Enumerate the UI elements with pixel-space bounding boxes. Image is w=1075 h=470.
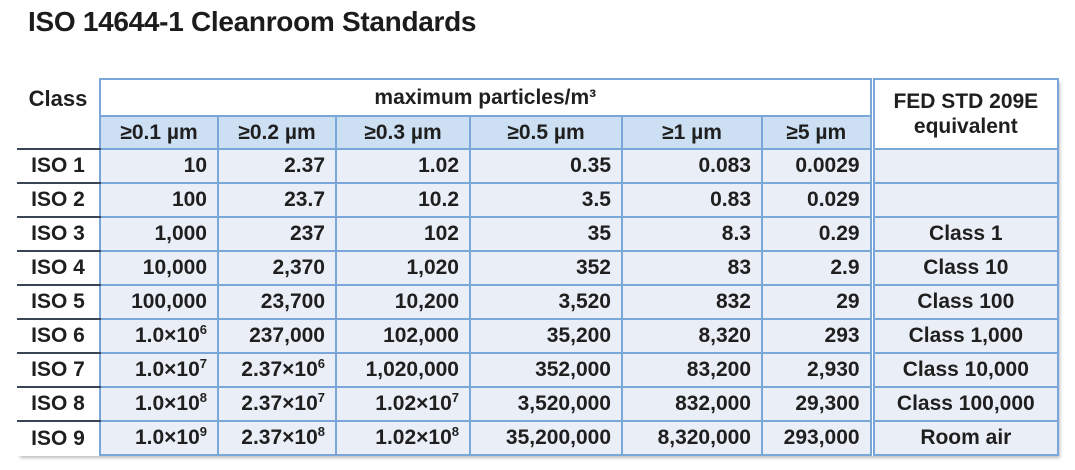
fed-equivalent-cell: Class 100 — [869, 284, 1060, 320]
table-row: ISO 7 1.0×107 2.37×106 1,020,000 352,000 83,2… — [17, 352, 1060, 388]
particle-count-cell: 23.7 — [217, 182, 337, 218]
particle-count-cell: 1.02×107 — [335, 386, 471, 422]
particle-count-cell: 1,020,000 — [335, 352, 471, 388]
particle-count-cell: 1.02 — [335, 148, 471, 184]
particle-count-cell: 832,000 — [621, 386, 763, 422]
size-header-1um: ≥1 µm — [621, 115, 763, 150]
iso-class-label: ISO 7 — [17, 353, 100, 388]
header-row-sizes: ≥0.1 µm ≥0.2 µm ≥0.3 µm ≥0.5 µm ≥1 µm ≥5… — [17, 115, 1058, 150]
particle-count-cell: 0.83 — [621, 182, 763, 218]
table-row: ISO 3 1,000 237 102 35 8.3 0.29 Class 1 — [17, 216, 1060, 252]
particle-count-cell: 35,200,000 — [469, 420, 623, 456]
particle-count-cell: 1.0×106 — [99, 318, 219, 354]
particle-count-cell: 10,200 — [335, 284, 471, 320]
particle-count-cell: 2.37×108 — [217, 420, 337, 456]
table-row: ISO 4 10,000 2,370 1,020 352 83 2.9 Class 10 — [17, 250, 1060, 286]
particle-count-cell: 3.5 — [469, 182, 623, 218]
table-row: ISO 9 1.0×109 2.37×108 1.02×108 35,200,000 8,… — [17, 420, 1060, 456]
particle-count-cell: 102 — [335, 216, 471, 252]
particle-count-cell: 102,000 — [335, 318, 471, 354]
particle-count-cell: 2,370 — [217, 250, 337, 286]
fed-equivalent-cell: Class 10 — [869, 250, 1060, 286]
cleanroom-standards-table: Class maximum particles/m³ FED STD 209E … — [17, 78, 1060, 456]
particle-count-cell: 35 — [469, 216, 623, 252]
fed-equivalent-cell: Class 10,000 — [869, 352, 1060, 388]
particle-count-cell: 0.0029 — [760, 148, 874, 184]
page-title: ISO 14644-1 Cleanroom Standards — [28, 6, 477, 37]
particle-count-cell: 2.9 — [760, 250, 874, 286]
table-row: ISO 2 100 23.7 10.2 3.5 0.83 0.029 — [17, 182, 1060, 218]
particle-count-cell: 3,520,000 — [469, 386, 623, 422]
particle-count-cell: 10,000 — [99, 250, 219, 286]
particle-count-cell: 0.083 — [621, 148, 763, 184]
particle-count-cell: 8.3 — [621, 216, 763, 252]
particle-count-cell: 10 — [99, 148, 219, 184]
size-header-5um: ≥5 µm — [760, 115, 874, 150]
fed-equivalent-cell: Room air — [869, 420, 1060, 456]
particle-count-cell: 1.0×109 — [99, 420, 219, 456]
size-header-0-5um: ≥0.5 µm — [469, 115, 623, 150]
particle-count-cell: 83 — [621, 250, 763, 286]
class-column-header: Class — [17, 79, 100, 150]
particle-count-cell: 1,020 — [335, 250, 471, 286]
fed-equivalent-cell — [869, 182, 1060, 218]
particle-count-cell: 1.0×108 — [99, 386, 219, 422]
particle-count-cell: 0.029 — [760, 182, 874, 218]
particle-count-cell: 352,000 — [469, 352, 623, 388]
iso-class-label: ISO 4 — [17, 251, 100, 286]
particle-count-cell: 35,200 — [469, 318, 623, 354]
max-particles-group-header: maximum particles/m³ — [98, 78, 874, 117]
fed-equivalent-cell — [869, 148, 1060, 184]
particle-count-cell: 293 — [760, 318, 874, 354]
table-row: ISO 1 10 2.37 1.02 0.35 0.083 0.0029 — [17, 148, 1060, 184]
particle-count-cell: 10.2 — [335, 182, 471, 218]
size-header-0-3um: ≥0.3 µm — [335, 115, 471, 150]
particle-count-cell: 352 — [469, 250, 623, 286]
iso-class-label: ISO 1 — [17, 149, 100, 184]
iso-class-label: ISO 8 — [17, 387, 100, 422]
size-header-0-2um: ≥0.2 µm — [217, 115, 337, 150]
fed-std-column-header: FED STD 209E equivalent — [869, 78, 1060, 150]
particle-count-cell: 237 — [217, 216, 337, 252]
fed-equivalent-cell: Class 1,000 — [869, 318, 1060, 354]
particle-count-cell: 8,320 — [621, 318, 763, 354]
table-header: Class maximum particles/m³ FED STD 209E … — [17, 78, 1060, 150]
particle-count-cell: 2.37 — [217, 148, 337, 184]
particle-count-cell: 3,520 — [469, 284, 623, 320]
size-header-0-1um: ≥0.1 µm — [99, 115, 219, 150]
particle-count-cell: 83,200 — [621, 352, 763, 388]
particle-count-cell: 8,320,000 — [621, 420, 763, 456]
table-row: ISO 5 100,000 23,700 10,200 3,520 832 29 Class … — [17, 284, 1060, 320]
table-row: ISO 8 1.0×108 2.37×107 1.02×107 3,520,000 832… — [17, 386, 1060, 422]
iso-class-label: ISO 2 — [17, 183, 100, 218]
particle-count-cell: 29 — [760, 284, 874, 320]
iso-class-label: ISO 9 — [17, 421, 100, 455]
particle-count-cell: 23,700 — [217, 284, 337, 320]
iso-class-label: ISO 5 — [17, 285, 100, 320]
table-body: ISO 1 10 2.37 1.02 0.35 0.083 0.0029 ISO 2 100 23… — [17, 148, 1060, 456]
particle-count-cell: 2.37×107 — [217, 386, 337, 422]
particle-count-cell: 100,000 — [99, 284, 219, 320]
particle-count-cell: 1.02×108 — [335, 420, 471, 456]
particle-count-cell: 100 — [99, 182, 219, 218]
particle-count-cell: 832 — [621, 284, 763, 320]
particle-count-cell: 1.0×107 — [99, 352, 219, 388]
fed-equivalent-cell: Class 100,000 — [869, 386, 1060, 422]
table-row: ISO 6 1.0×106 237,000 102,000 35,200 8,320 293… — [17, 318, 1060, 354]
iso-class-label: ISO 6 — [17, 319, 100, 354]
particle-count-cell: 0.35 — [469, 148, 623, 184]
iso-class-label: ISO 3 — [17, 217, 100, 252]
particle-count-cell: 1,000 — [99, 216, 219, 252]
particle-count-cell: 29,300 — [760, 386, 874, 422]
particle-count-cell: 237,000 — [217, 318, 337, 354]
header-row-top: Class maximum particles/m³ FED STD 209E … — [17, 78, 1060, 150]
particle-count-cell: 2,930 — [760, 352, 874, 388]
fed-equivalent-cell: Class 1 — [869, 216, 1060, 252]
particle-count-cell: 2.37×106 — [217, 352, 337, 388]
particle-count-cell: 0.29 — [760, 216, 874, 252]
particle-count-cell: 293,000 — [760, 420, 874, 456]
